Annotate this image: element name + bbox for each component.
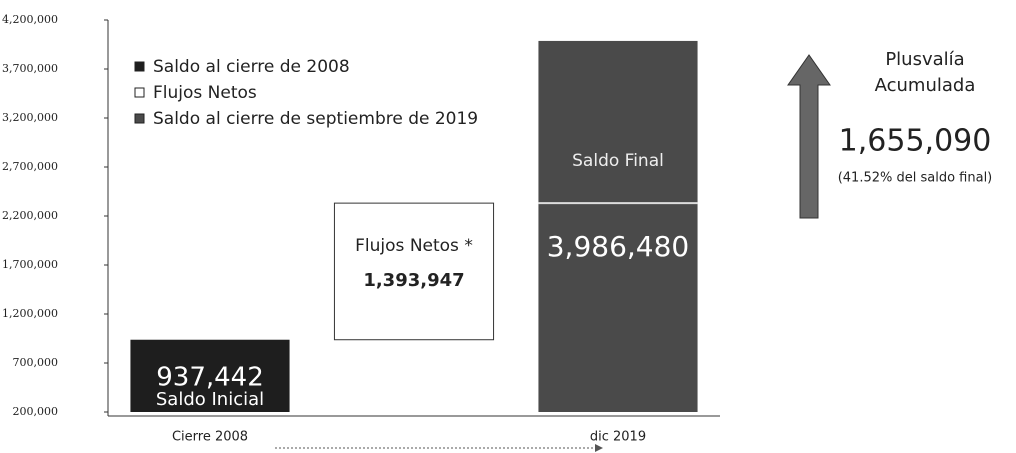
y-tick-label: 3,200,000	[2, 111, 58, 124]
bar-caption: Saldo Inicial	[156, 389, 264, 410]
y-tick-label: 4,200,000	[2, 13, 58, 26]
bar-caption: Saldo Final	[572, 151, 664, 171]
y-tick-label: 1,700,000	[2, 258, 58, 271]
x-tick-label: Cierre 2008	[172, 430, 248, 445]
legend-swatch	[134, 87, 145, 98]
value-label: 1,393,947	[363, 270, 464, 291]
legend-swatch	[134, 61, 145, 72]
annotation-amount: 1,655,090	[839, 124, 992, 159]
y-tick-label: 2,200,000	[2, 209, 58, 222]
bar	[333, 202, 495, 341]
value-label: 3,986,480	[547, 230, 690, 263]
y-tick-label: 1,200,000	[2, 307, 58, 320]
x-tick-label: dic 2019	[590, 430, 646, 445]
y-tick-label: 700,000	[13, 356, 59, 369]
bar	[538, 40, 698, 413]
y-tick-label: 200,000	[13, 405, 59, 418]
value-label: 937,442	[156, 363, 264, 393]
y-tick-label: 2,700,000	[2, 160, 58, 173]
legend-label: Saldo al cierre de 2008	[153, 57, 350, 77]
annotation-title-1: Plusvalía Acumulada	[875, 49, 976, 96]
legend-label: Saldo al cierre de septiembre de 2019	[153, 109, 478, 129]
legend-label: Flujos Netos	[153, 83, 257, 103]
timeline-arrow-head	[595, 444, 603, 452]
bar-caption: Flujos Netos *	[355, 236, 473, 256]
annotation-note: (41.52% del saldo final)	[838, 171, 993, 186]
legend-swatch	[134, 113, 145, 124]
y-tick-label: 3,700,000	[2, 62, 58, 75]
up-arrow	[787, 54, 831, 219]
bar	[130, 339, 290, 412]
